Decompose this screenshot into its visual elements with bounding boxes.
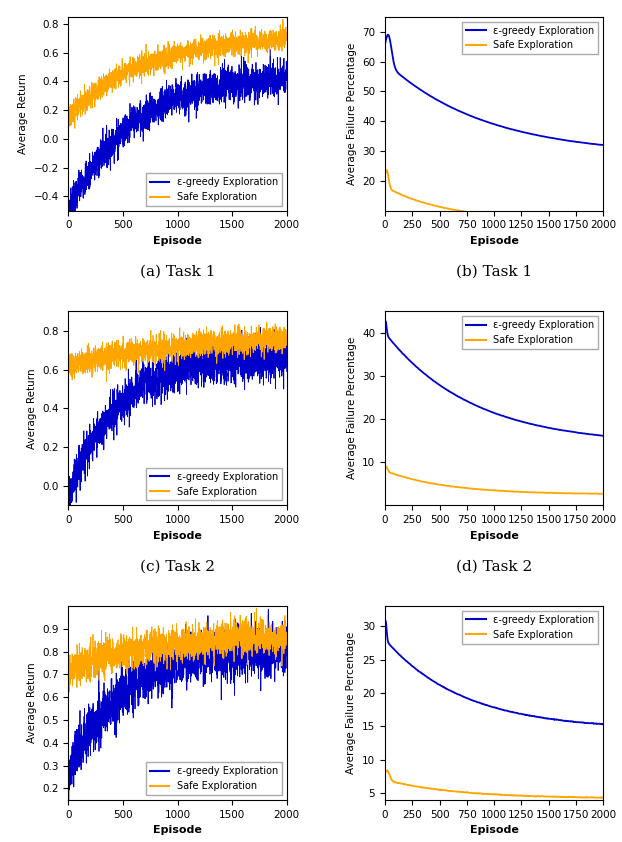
X-axis label: Episode: Episode	[153, 236, 202, 246]
Y-axis label: Average Failure Percentage: Average Failure Percentage	[346, 338, 356, 479]
Text: (c) Task 2: (c) Task 2	[140, 560, 215, 573]
Legend: ε-greedy Exploration, Safe Exploration: ε-greedy Exploration, Safe Exploration	[462, 317, 598, 349]
Legend: ε-greedy Exploration, Safe Exploration: ε-greedy Exploration, Safe Exploration	[146, 762, 282, 795]
Legend: ε-greedy Exploration, Safe Exploration: ε-greedy Exploration, Safe Exploration	[146, 468, 282, 500]
X-axis label: Episode: Episode	[470, 530, 519, 541]
Y-axis label: Average Return: Average Return	[27, 368, 37, 449]
X-axis label: Episode: Episode	[153, 825, 202, 835]
Y-axis label: Average Failure Percentage: Average Failure Percentage	[346, 43, 356, 185]
X-axis label: Episode: Episode	[470, 825, 519, 835]
Text: (d) Task 2: (d) Task 2	[456, 560, 532, 573]
Text: (a) Task 1: (a) Task 1	[140, 265, 215, 279]
Legend: ε-greedy Exploration, Safe Exploration: ε-greedy Exploration, Safe Exploration	[462, 22, 598, 55]
X-axis label: Episode: Episode	[153, 530, 202, 541]
Y-axis label: Average Return: Average Return	[27, 663, 37, 743]
X-axis label: Episode: Episode	[470, 236, 519, 246]
Legend: ε-greedy Exploration, Safe Exploration: ε-greedy Exploration, Safe Exploration	[462, 611, 598, 643]
Y-axis label: Average Return: Average Return	[18, 73, 28, 154]
Legend: ε-greedy Exploration, Safe Exploration: ε-greedy Exploration, Safe Exploration	[146, 173, 282, 205]
Y-axis label: Average Failure Percentage: Average Failure Percentage	[346, 632, 356, 774]
Text: (b) Task 1: (b) Task 1	[456, 265, 532, 279]
